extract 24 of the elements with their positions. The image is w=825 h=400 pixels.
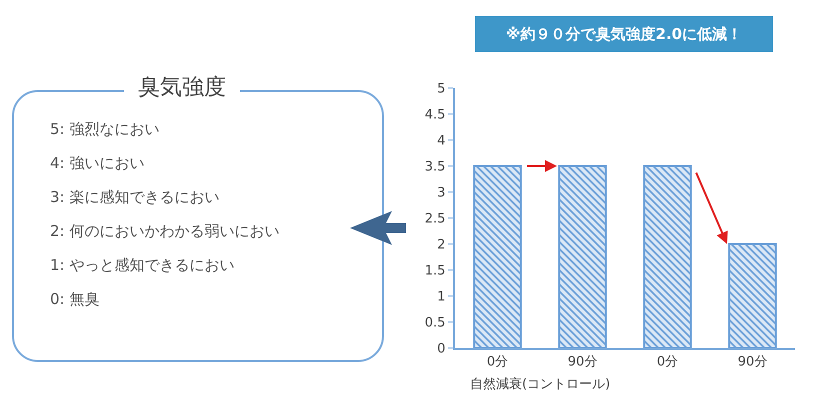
text: 1: やっと感知できるにおい: [50, 256, 234, 275]
y-tick-label: 0: [437, 342, 446, 357]
text: 5: 強烈なにおい: [50, 120, 160, 139]
text: 2: 何のにおいかわかる弱いにおい: [50, 222, 280, 241]
text: 自然減衰(コントロール): [470, 376, 610, 392]
y-tick-label: 1.5: [424, 264, 446, 279]
text: 4: 強いにおい: [50, 154, 144, 173]
y-tick-label: 1: [437, 290, 446, 305]
chart-title: ※約９０分で臭気強度2.0に低減！: [475, 16, 773, 52]
y-tick-label: 2: [437, 238, 446, 253]
x-tick-label: 90分: [738, 354, 768, 370]
text: 臭気強度: [124, 72, 240, 102]
y-tick-label: 3.5: [424, 160, 446, 175]
y-tick-label: 0.5: [424, 316, 446, 331]
y-tick-label: 4: [437, 134, 446, 149]
text: 0: 無臭: [50, 290, 100, 309]
y-tick-label: 3: [437, 186, 446, 201]
text: 3: 楽に感知できるにおい: [50, 188, 220, 207]
x-tick-label: 0分: [486, 354, 508, 370]
y-tick-label: 5: [437, 82, 446, 97]
y-tick-label: 4.5: [424, 108, 446, 123]
y-tick-label: 2.5: [424, 212, 446, 227]
x-tick-label: 0分: [656, 354, 678, 370]
x-tick-label: 90分: [568, 354, 598, 370]
